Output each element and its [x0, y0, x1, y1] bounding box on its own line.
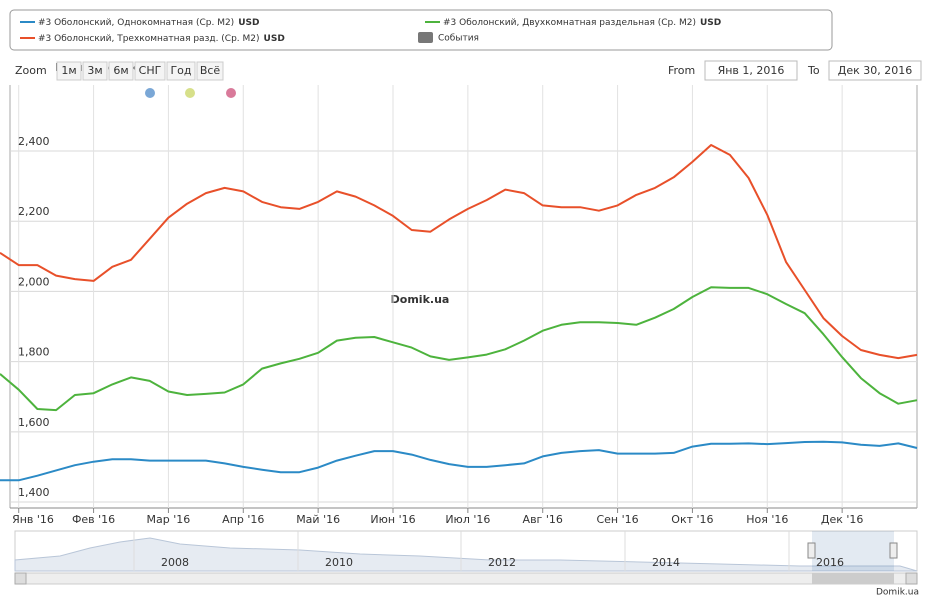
zoom-button-label[interactable]: 3м — [87, 64, 102, 77]
x-tick-label: Фев '16 — [72, 513, 115, 526]
x-tick-label: Окт '16 — [671, 513, 713, 526]
legend-box — [9, 9, 833, 51]
zoom-button[interactable] — [196, 61, 224, 81]
y-tick-label: 1,600 — [18, 416, 50, 429]
navigator-year: 2008 — [161, 556, 189, 569]
zoom-button[interactable] — [108, 61, 134, 81]
zoom-button[interactable] — [134, 61, 166, 81]
x-tick-label: Апр '16 — [222, 513, 264, 526]
y-tick-label: 1,800 — [18, 346, 50, 359]
flag-dot[interactable] — [226, 88, 236, 98]
navigator-year: 2010 — [325, 556, 353, 569]
to-value[interactable]: Дек 30, 2016 — [838, 64, 913, 77]
legend-unit[interactable]: USD — [700, 18, 721, 28]
x-tick-label: Июл '16 — [445, 513, 490, 526]
navigator-year: 2012 — [488, 556, 516, 569]
legend-name[interactable]: #3 Оболонский, Трехкомнатная разд. (Ср. … — [38, 34, 260, 44]
y-tick-label: 1,400 — [18, 486, 50, 499]
navigator-area — [14, 537, 918, 572]
to-label: To — [807, 64, 820, 77]
scroll-right[interactable] — [905, 572, 918, 585]
x-tick-label: Авг '16 — [523, 513, 563, 526]
y-tick-label: 2,400 — [18, 135, 50, 148]
legend-label[interactable]: События — [438, 34, 479, 44]
zoom-button-label[interactable]: СНГ — [139, 64, 162, 77]
from-input[interactable] — [704, 60, 798, 81]
x-tick-label: Май '16 — [296, 513, 340, 526]
y-tick-label: 2,000 — [18, 275, 50, 288]
to-input[interactable] — [828, 60, 922, 81]
zoom-button[interactable] — [56, 61, 82, 81]
legend-label[interactable]: #3 Оболонский, Трехкомнатная разд. (Ср. … — [38, 34, 285, 44]
series-line — [0, 286, 918, 412]
from-label: From — [668, 64, 695, 77]
watermark: Domik.ua — [391, 293, 450, 306]
x-tick-label: Ноя '16 — [746, 513, 788, 526]
scroll-left[interactable] — [14, 572, 27, 585]
legend-name[interactable]: #3 Оболонский, Однокомнатная (Ср. М2) — [38, 18, 234, 28]
from-value[interactable]: Янв 1, 2016 — [718, 64, 785, 77]
scrollbar-thumb[interactable] — [812, 573, 894, 584]
zoom-button[interactable] — [166, 61, 196, 81]
x-tick-label: Сен '16 — [596, 513, 638, 526]
x-tick-label: Янв '16 — [12, 513, 54, 526]
flag-dot[interactable] — [145, 88, 155, 98]
y-tick-label: 2,200 — [18, 205, 50, 218]
navigator-selection[interactable] — [812, 531, 894, 571]
x-tick-label: Дек '16 — [821, 513, 864, 526]
legend-name[interactable]: #3 Оболонский, Двухкомнатная раздельная … — [443, 18, 696, 28]
legend-label[interactable]: #3 Оболонский, Двухкомнатная раздельная … — [443, 18, 721, 28]
zoom-button-label[interactable]: Всё — [200, 64, 221, 77]
x-tick-label: Июн '16 — [370, 513, 415, 526]
scrollbar[interactable] — [14, 572, 918, 585]
navigator-handle[interactable] — [889, 542, 898, 559]
x-tick-label: Мар '16 — [147, 513, 191, 526]
series-line — [0, 440, 918, 482]
zoom-button-label[interactable]: 1м — [61, 64, 76, 77]
zoom-button-label[interactable]: 6м — [113, 64, 128, 77]
credit: Domik.ua — [876, 588, 919, 598]
zoom-button-label[interactable]: Год — [170, 64, 191, 77]
series-line — [0, 144, 918, 360]
zoom-label: Zoom — [15, 64, 47, 77]
background-layer: Domik.uaForum.Domik.ua — [9, 61, 918, 509]
legend-unit[interactable]: USD — [264, 34, 285, 44]
navigator-year: 2014 — [652, 556, 680, 569]
legend-label[interactable]: #3 Оболонский, Однокомнатная (Ср. М2) USD — [38, 18, 259, 28]
zoom-button[interactable] — [82, 61, 108, 81]
legend-unit[interactable]: USD — [238, 18, 259, 28]
legend-swatch — [418, 32, 433, 43]
navigator-handle[interactable] — [807, 542, 816, 559]
navigator-year: 2016 — [816, 556, 844, 569]
flag-dot[interactable] — [185, 88, 195, 98]
